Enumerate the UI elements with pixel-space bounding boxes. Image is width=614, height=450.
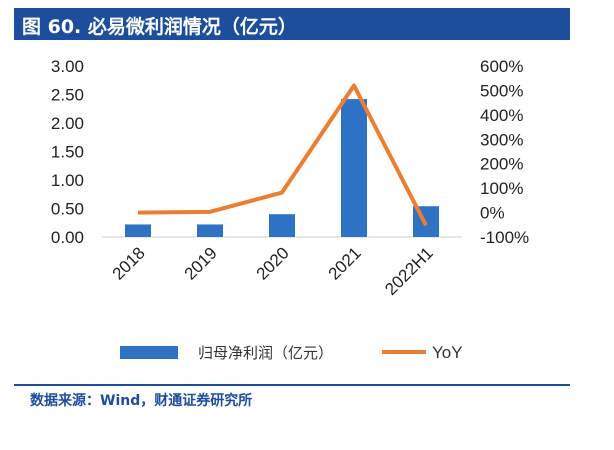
x-axis-ticks: 2018 2019 2020 2021 2022H1 [109, 243, 437, 299]
chart-title: 图 60. 必易微利润情况（亿元） [22, 16, 297, 38]
left-tick-label: 0.50 [51, 200, 84, 219]
right-tick-label: 400% [480, 106, 523, 125]
right-tick-label: -100% [480, 228, 529, 247]
source-divider [14, 384, 570, 386]
chart: 0.00 0.50 1.00 1.50 2.00 2.50 3.00 -100% 0% 100%… [51, 57, 529, 362]
right-tick-label: 100% [480, 179, 523, 198]
right-tick-label: 0% [480, 204, 505, 223]
legend-label-line: YoY [432, 343, 463, 362]
legend: 归母净利润（亿元） YoY [120, 343, 463, 362]
x-tick-label: 2020 [253, 243, 293, 283]
yoy-line [137, 83, 428, 227]
x-tick-label: 2022H1 [381, 243, 437, 299]
bar [125, 224, 151, 237]
left-axis-ticks: 0.00 0.50 1.00 1.50 2.00 2.50 3.00 [51, 57, 84, 247]
left-tick-label: 1.50 [51, 143, 84, 162]
bar-series [125, 99, 439, 237]
legend-swatch-bar [120, 346, 178, 359]
left-tick-label: 3.00 [51, 57, 84, 76]
left-tick-label: 2.50 [51, 86, 84, 105]
source-note: 数据来源：Wind，财通证券研究所 [30, 393, 253, 409]
line-series [137, 83, 428, 227]
right-tick-label: 600% [480, 57, 523, 76]
right-tick-label: 200% [480, 155, 523, 174]
left-tick-label: 1.00 [51, 171, 84, 190]
left-tick-label: 0.00 [51, 228, 84, 247]
right-tick-label: 500% [480, 81, 523, 100]
bar [269, 214, 295, 237]
left-tick-label: 2.00 [51, 114, 84, 133]
bar [341, 99, 367, 237]
x-tick-label: 2021 [325, 243, 365, 283]
x-tick-label: 2019 [181, 243, 221, 283]
bar [197, 224, 223, 237]
right-tick-label: 300% [480, 130, 523, 149]
right-axis-ticks: -100% 0% 100% 200% 300% 400% 500% 600% [480, 57, 529, 247]
legend-label-bar: 归母净利润（亿元） [198, 344, 333, 362]
x-tick-label: 2018 [109, 243, 149, 283]
title-bar: 图 60. 必易微利润情况（亿元） [14, 8, 570, 40]
